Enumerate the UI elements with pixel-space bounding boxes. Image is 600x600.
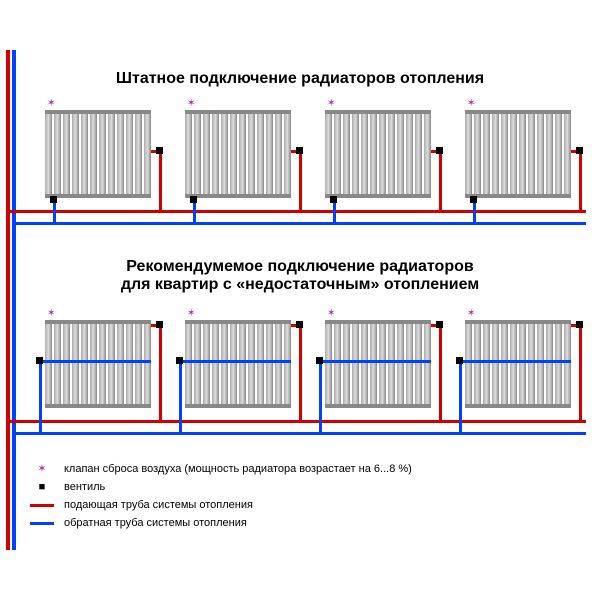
shut-valve-icon (156, 321, 163, 328)
shut-valve-icon (176, 357, 183, 364)
air-valve-icon: ✶ (187, 98, 195, 109)
shut-valve-icon (36, 357, 43, 364)
branch-pipe (179, 360, 182, 435)
title-row-2: Рекомендумемое подключение радиаторов дл… (0, 258, 600, 294)
branch-pipe (319, 360, 431, 363)
shut-valve-icon (190, 196, 197, 203)
supply-swatch (30, 504, 54, 507)
shut-valve-icon (576, 321, 583, 328)
branch-pipe (159, 324, 162, 420)
branch-pipe (299, 324, 302, 420)
shut-valve-icon (296, 321, 303, 328)
air-valve-icon: ✶ (467, 308, 475, 319)
radiator: ✶ (325, 320, 431, 408)
branch-pipe (439, 150, 442, 210)
legend-supply: подающая труба системы отопления (30, 496, 412, 514)
title-row-1: Штатное подключение радиаторов отопления (0, 70, 600, 88)
row2-return-main (12, 432, 586, 435)
radiator: ✶ (45, 320, 151, 408)
branch-pipe (39, 360, 42, 435)
branch-pipe (179, 360, 291, 363)
legend: ✶ клапан сброса воздуха (мощность радиат… (30, 460, 412, 532)
shut-valve-icon: ■ (30, 478, 54, 496)
riser-return (12, 50, 16, 550)
riser-supply (6, 50, 10, 550)
shut-valve-icon (330, 196, 337, 203)
branch-pipe (439, 324, 442, 420)
radiator: ✶ (185, 320, 291, 408)
return-swatch (30, 522, 54, 525)
branch-pipe (159, 150, 162, 210)
air-valve-icon: ✶ (187, 308, 195, 319)
shut-valve-icon (576, 147, 583, 154)
branch-pipe (459, 360, 571, 363)
row1-return-main (12, 222, 586, 225)
shut-valve-icon (316, 357, 323, 364)
air-valve-icon: ✶ (47, 308, 55, 319)
branch-pipe (39, 360, 151, 363)
shut-valve-icon (50, 196, 57, 203)
branch-pipe (299, 150, 302, 210)
shut-valve-icon (436, 147, 443, 154)
shut-valve-icon (296, 147, 303, 154)
branch-pipe (579, 150, 582, 210)
legend-shut-valve: ■ вентиль (30, 478, 412, 496)
legend-return: обратная труба системы отопления (30, 514, 412, 532)
radiator: ✶ (465, 110, 571, 198)
air-valve-icon: ✶ (30, 460, 54, 478)
legend-air-valve: ✶ клапан сброса воздуха (мощность радиат… (30, 460, 412, 478)
branch-pipe (319, 360, 322, 435)
air-valve-icon: ✶ (467, 98, 475, 109)
radiator: ✶ (185, 110, 291, 198)
row1-supply-main (6, 210, 586, 213)
radiator: ✶ (465, 320, 571, 408)
radiator: ✶ (325, 110, 431, 198)
row2-supply-main (6, 420, 586, 423)
branch-pipe (459, 360, 462, 435)
shut-valve-icon (456, 357, 463, 364)
shut-valve-icon (436, 321, 443, 328)
shut-valve-icon (156, 147, 163, 154)
air-valve-icon: ✶ (327, 308, 335, 319)
radiator: ✶ (45, 110, 151, 198)
shut-valve-icon (470, 196, 477, 203)
air-valve-icon: ✶ (327, 98, 335, 109)
air-valve-icon: ✶ (47, 98, 55, 109)
branch-pipe (579, 324, 582, 420)
